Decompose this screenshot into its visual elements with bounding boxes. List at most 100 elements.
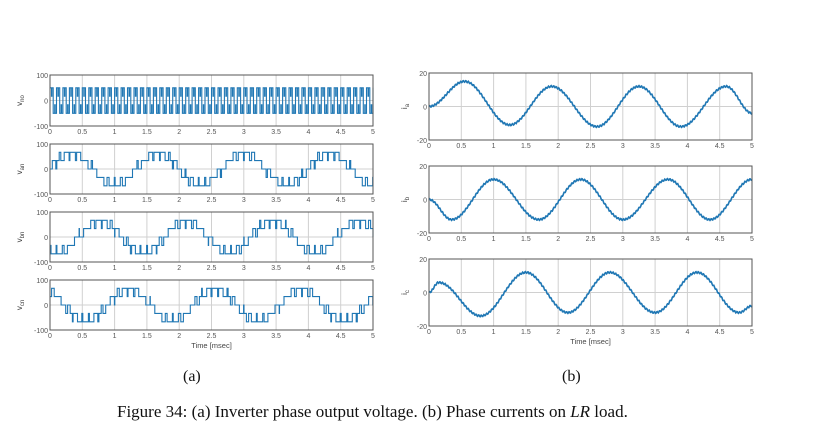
current-trace: [428, 270, 753, 318]
x-tick-label: 4.5: [715, 236, 725, 243]
subfigure-label-b: (b): [562, 368, 581, 385]
x-tick-label: 0: [48, 265, 52, 272]
figure-caption: Figure 34: (a) Inverter phase output vol…: [117, 402, 628, 422]
x-tick-label: 1: [113, 265, 117, 272]
x-tick-label: 4: [306, 129, 310, 136]
y-tick-label: -100: [34, 260, 48, 267]
x-tick-label: 1.5: [142, 197, 152, 204]
y-tick-label: 100: [36, 210, 48, 217]
y-tick-label: -20: [417, 138, 427, 145]
x-tick-label: 2: [556, 329, 560, 336]
x-tick-label: 3.5: [271, 333, 281, 340]
current-trace: [428, 177, 753, 222]
y-tick-label: 0: [44, 235, 48, 242]
x-tick-label: 1: [492, 143, 496, 150]
x-tick-label: 0.5: [77, 197, 87, 204]
x-tick-label: 2.5: [207, 333, 217, 340]
x-tick-label: 3.5: [271, 265, 281, 272]
x-tick-label: 1.5: [142, 333, 152, 340]
x-tick-label: 4: [306, 265, 310, 272]
y-axis-label: vcn: [15, 300, 26, 310]
voltage-trace: [50, 151, 374, 187]
x-tick-label: 4.5: [336, 333, 346, 340]
y-tick-label: 100: [36, 142, 48, 149]
x-tick-label: 0: [427, 236, 431, 243]
y-tick-label: 0: [44, 167, 48, 174]
y-tick-label: -100: [34, 328, 48, 335]
x-tick-label: 2.5: [586, 329, 596, 336]
x-tick-label: 2: [556, 143, 560, 150]
x-tick-label: 3.5: [271, 129, 281, 136]
x-tick-label: 4: [685, 236, 689, 243]
x-tick-label: 4.5: [336, 197, 346, 204]
y-axis-label: van: [15, 164, 26, 175]
x-tick-label: 3: [242, 197, 246, 204]
x-tick-label: 3: [621, 143, 625, 150]
caption-prefix: Figure 34:: [117, 402, 192, 421]
x-tick-label: 0.5: [456, 143, 466, 150]
x-tick-label: 0.5: [456, 329, 466, 336]
x-tick-label: 3.5: [650, 236, 660, 243]
x-tick-label: 2.5: [207, 129, 217, 136]
y-tick-label: -20: [417, 231, 427, 238]
x-tick-label: 4.5: [715, 329, 725, 336]
x-tick-label: 2: [177, 333, 181, 340]
x-tick-label: 5: [750, 329, 754, 336]
x-tick-label: 3: [242, 265, 246, 272]
x-tick-label: 1: [113, 333, 117, 340]
x-tick-label: 1.5: [142, 265, 152, 272]
x-tick-label: 3: [621, 329, 625, 336]
x-tick-label: 1.5: [521, 143, 531, 150]
x-tick-label: 4: [685, 329, 689, 336]
x-tick-label: 5: [371, 129, 375, 136]
x-axis-label: Time [msec]: [570, 337, 611, 346]
x-tick-label: 3: [242, 333, 246, 340]
x-tick-label: 0: [427, 143, 431, 150]
x-tick-label: 0.5: [77, 129, 87, 136]
x-tick-label: 1: [113, 129, 117, 136]
y-tick-label: 100: [36, 73, 48, 80]
current-trace: [428, 79, 753, 129]
x-tick-label: 0.5: [77, 333, 87, 340]
y-tick-label: 0: [423, 291, 427, 298]
y-axis-label: vbn: [15, 232, 26, 243]
x-tick-label: 2: [556, 236, 560, 243]
y-tick-label: 100: [36, 278, 48, 285]
x-tick-label: 2.5: [207, 197, 217, 204]
x-tick-label: 4.5: [715, 143, 725, 150]
x-tick-label: 5: [371, 333, 375, 340]
x-tick-label: 1: [492, 236, 496, 243]
x-tick-label: 4: [306, 197, 310, 204]
x-tick-label: 0.5: [77, 265, 87, 272]
y-axis-label: ic: [400, 290, 411, 295]
voltage-trace: [50, 219, 374, 255]
x-tick-label: 0: [48, 129, 52, 136]
y-tick-label: -20: [417, 324, 427, 331]
y-tick-label: 0: [423, 105, 427, 112]
x-tick-label: 5: [750, 143, 754, 150]
y-tick-label: 0: [44, 99, 48, 106]
x-tick-label: 4: [306, 333, 310, 340]
y-tick-label: -100: [34, 192, 48, 199]
x-tick-label: 2.5: [586, 143, 596, 150]
y-tick-label: 0: [44, 303, 48, 310]
x-tick-label: 2.5: [207, 265, 217, 272]
x-tick-label: 0.5: [456, 236, 466, 243]
x-tick-label: 2.5: [586, 236, 596, 243]
x-tick-label: 4.5: [336, 129, 346, 136]
y-tick-label: -100: [34, 124, 48, 131]
x-tick-label: 1.5: [521, 236, 531, 243]
x-tick-label: 1: [113, 197, 117, 204]
x-tick-label: 3.5: [650, 329, 660, 336]
y-tick-label: 20: [419, 71, 427, 78]
x-tick-label: 5: [371, 197, 375, 204]
y-tick-label: 0: [423, 198, 427, 205]
subfigure-label-a: (a): [183, 368, 201, 385]
